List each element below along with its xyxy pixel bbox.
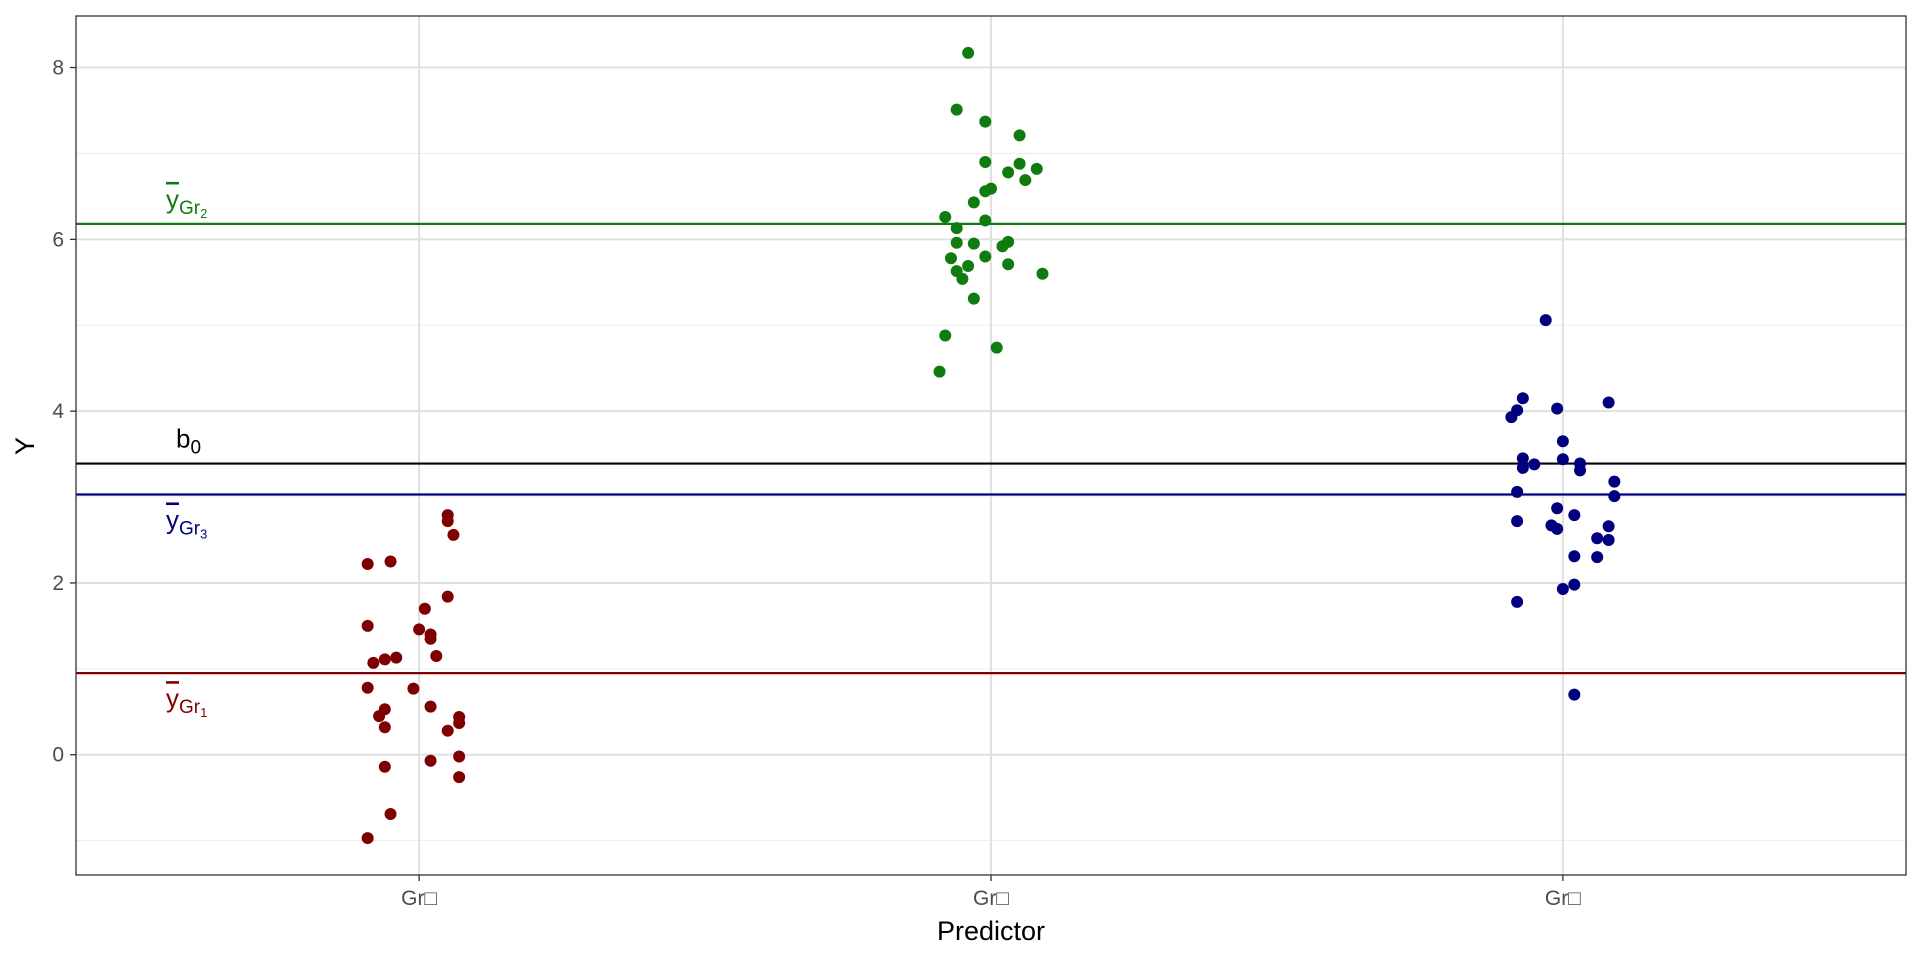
data-point [430,649,443,662]
data-point [1516,452,1529,465]
data-point [447,528,460,541]
grid [76,16,1906,875]
y-tick-label: 6 [52,228,64,251]
data-point [361,832,374,845]
data-point [413,623,426,636]
data-point [384,808,397,821]
data-point [378,721,391,734]
data-point [1551,502,1564,515]
data-point [1602,520,1615,533]
data-point [950,103,963,116]
data-point [1516,392,1529,405]
data-point [441,724,454,737]
data-point [1013,129,1026,142]
data-point [939,211,952,224]
data-point [384,555,397,568]
data-point [979,156,992,169]
data-point [962,259,975,272]
data-point [424,754,437,767]
data-point [1556,453,1569,466]
data-point [1574,464,1587,477]
data-point [1568,550,1581,563]
data-points [361,46,1621,845]
data-point [1019,174,1032,187]
data-point [453,750,466,763]
data-point [950,236,963,249]
data-point [962,46,975,59]
data-point [990,341,1003,354]
data-point [1568,578,1581,591]
reference-line-label: yGr2 [166,184,207,221]
x-axis-title: Predictor [937,916,1045,946]
data-point [361,619,374,632]
data-point [1551,522,1564,535]
data-point [1013,157,1026,170]
data-point [378,760,391,773]
data-point [1602,533,1615,546]
data-point [979,214,992,227]
data-point [453,771,466,784]
data-point [453,716,466,729]
data-point [1002,166,1015,179]
y-tick-label: 4 [52,400,64,423]
data-point [378,653,391,666]
data-point [367,656,380,669]
data-point [967,292,980,305]
data-point [956,272,969,285]
x-tick-label: Gr□ [973,887,1009,910]
data-point [967,237,980,250]
data-point [1591,532,1604,545]
data-point [373,710,386,723]
data-point [1608,490,1621,503]
data-point [1556,582,1569,595]
data-point [441,590,454,603]
y-tick-label: 8 [52,57,64,80]
data-point [996,240,1009,253]
data-point [933,365,946,378]
data-point [1568,509,1581,522]
data-point [1516,461,1529,474]
data-point [361,681,374,694]
data-point [1568,688,1581,701]
data-point [950,222,963,235]
data-point [1030,162,1043,175]
reference-line-label: yGr3 [166,504,207,541]
reference-lines: yGr2 b0 yGr3 yGr1 [76,184,1906,720]
data-point [361,558,374,571]
x-tick-label: Gr□ [1545,887,1581,910]
data-point [390,651,403,664]
data-point [1551,402,1564,415]
data-point [1002,258,1015,271]
axes: 0 2 4 6 8 Gr□ Gr□ Gr□ [52,57,1581,910]
data-point [1511,485,1524,498]
data-point [967,196,980,209]
data-point [441,515,454,528]
data-point [424,700,437,713]
data-point [939,329,952,342]
data-point [1556,435,1569,448]
data-point [979,185,992,198]
data-point [1511,595,1524,608]
data-point [1036,267,1049,280]
data-point [979,115,992,128]
data-point [1602,396,1615,409]
reference-line-label: yGr1 [166,683,207,720]
data-point [944,252,957,265]
y-tick-label: 2 [52,572,64,595]
data-point [1505,411,1518,424]
data-point [407,682,420,695]
reference-line-label: b0 [176,424,201,459]
x-tick-label: Gr□ [401,887,437,910]
data-point [418,602,431,615]
data-point [1528,458,1541,471]
data-point [979,250,992,263]
data-point [1511,515,1524,528]
y-axis-title: Y [10,437,40,455]
data-point [424,632,437,645]
y-tick-label: 0 [52,744,64,767]
data-point [1539,314,1552,327]
data-point [1591,551,1604,564]
data-point [1608,475,1621,488]
